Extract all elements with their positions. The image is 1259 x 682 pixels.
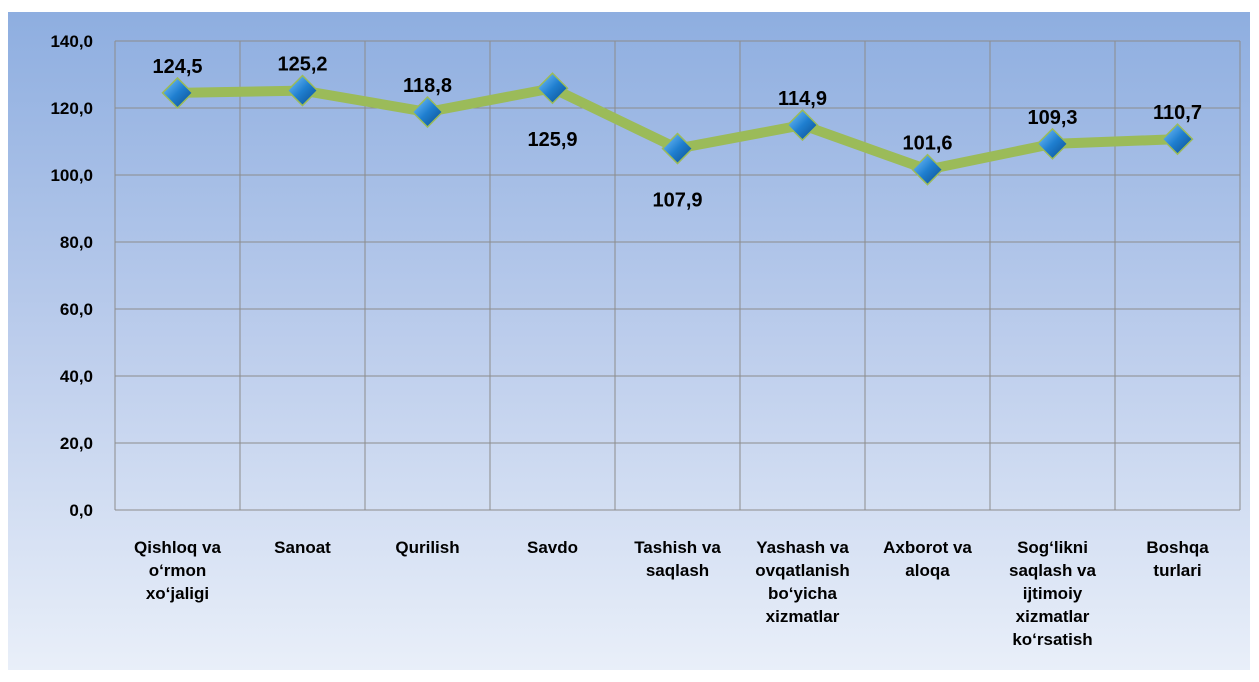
marker <box>661 132 694 165</box>
y-tick-label: 40,0 <box>60 367 93 386</box>
marker <box>1161 123 1194 156</box>
y-tick-label: 100,0 <box>50 166 93 185</box>
x-tick-label: Yashash va ovqatlanish bo‘yicha xizmatlar <box>755 538 849 626</box>
y-tick-label: 140,0 <box>50 32 93 51</box>
x-tick-label: Savdo <box>527 538 578 557</box>
data-label: 110,7 <box>1153 102 1202 124</box>
y-tick-label: 0,0 <box>69 501 93 520</box>
marker <box>1036 127 1069 160</box>
y-tick-label: 120,0 <box>50 99 93 118</box>
x-tick-label: Sog‘likni saqlash va ijtimoiy xizmatlar ko‘r… <box>1009 538 1096 649</box>
marker <box>286 74 319 107</box>
y-tick-label: 20,0 <box>60 434 93 453</box>
data-label: 107,9 <box>652 190 702 212</box>
y-tick-label: 60,0 <box>60 300 93 319</box>
data-label: 125,2 <box>277 54 327 76</box>
data-label: 101,6 <box>902 133 952 155</box>
y-tick-label: 80,0 <box>60 233 93 252</box>
x-tick-label: Axborot va aloqa <box>883 538 972 580</box>
marker <box>161 76 194 109</box>
marker <box>536 72 569 105</box>
x-tick-label: Qurilish <box>395 538 459 557</box>
data-label: 125,9 <box>527 129 577 151</box>
data-label: 118,8 <box>403 75 452 97</box>
x-tick-label: Boshqa turlari <box>1146 538 1209 580</box>
marker <box>911 153 944 186</box>
data-label: 109,3 <box>1027 107 1077 129</box>
data-label: 114,9 <box>778 88 827 110</box>
x-tick-label: Tashish va saqlash <box>634 538 721 580</box>
x-tick-label: Sanoat <box>274 538 331 557</box>
marker <box>786 109 819 142</box>
x-tick-label: Qishloq va o‘rmon xo‘jaligi <box>134 538 221 603</box>
data-label: 124,5 <box>152 56 202 78</box>
marker <box>411 95 444 129</box>
